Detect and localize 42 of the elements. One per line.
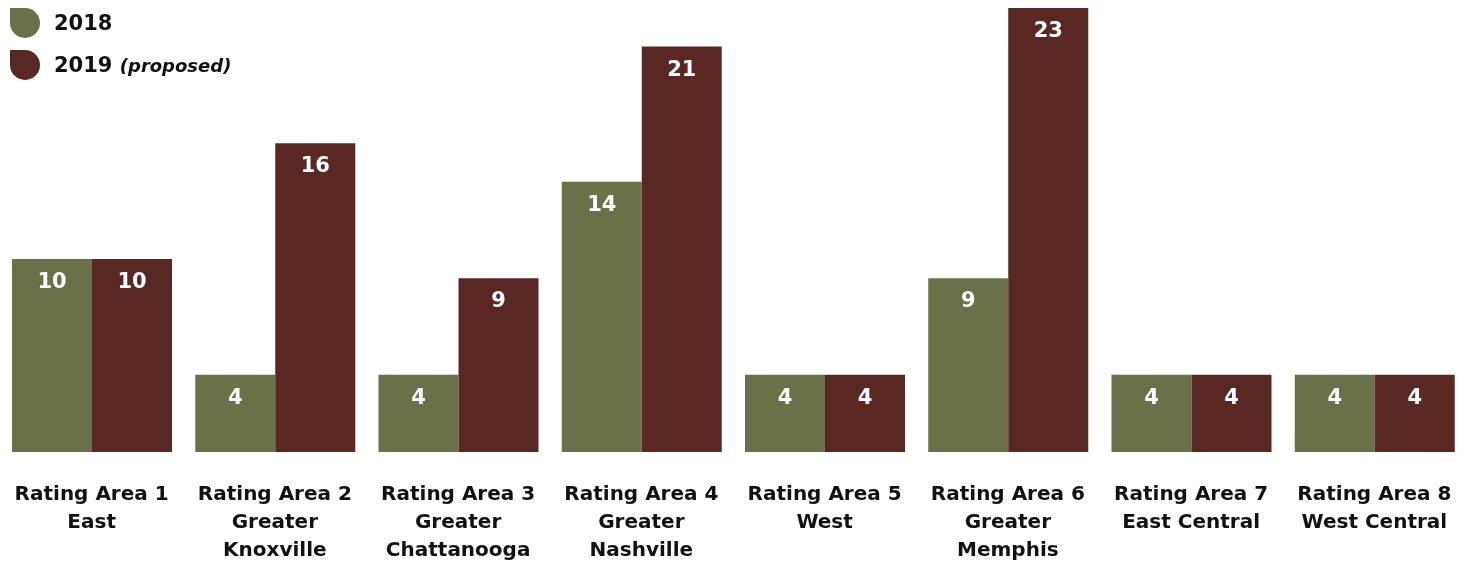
bar: [1191, 374, 1272, 452]
x-tick-label: Rating Area 6 Greater Memphis: [930, 481, 1085, 561]
data-label: 9: [491, 288, 506, 313]
bar: [195, 374, 276, 452]
data-label: 4: [1224, 384, 1239, 409]
bar: [641, 46, 722, 452]
x-tick-label: Rating Area 4 Greater Nashville: [564, 481, 719, 561]
bar: [378, 374, 459, 452]
data-label: 4: [777, 384, 793, 409]
data-label: 16: [300, 153, 330, 178]
x-tick-label: Rating Area 2 Greater Knoxville: [197, 481, 352, 561]
data-label: 4: [857, 384, 873, 409]
data-label: 21: [667, 56, 697, 81]
x-tick-label: Rating Area 5 West: [747, 481, 902, 533]
data-label: 23: [1033, 17, 1063, 42]
bar: [92, 258, 172, 452]
bar: [1111, 374, 1192, 452]
data-label: 9: [960, 288, 976, 313]
bar: [1008, 8, 1089, 452]
bar: [561, 181, 642, 452]
bar: [12, 258, 92, 452]
x-tick-label: Rating Area 8 West Central: [1297, 481, 1452, 533]
data-label: 4: [1327, 384, 1343, 409]
bar: [1374, 374, 1455, 452]
x-tick-label: Rating Area 1 East: [14, 481, 169, 533]
legend-label: 2019 (proposed): [54, 53, 232, 77]
bar: [745, 374, 825, 452]
data-label: 4: [411, 384, 426, 409]
data-label: 10: [117, 268, 147, 293]
legend-label: 2018: [54, 11, 113, 35]
data-label: 10: [37, 268, 67, 293]
data-label: 4: [1144, 384, 1159, 409]
data-label: 4: [227, 384, 243, 409]
x-tick-label: Rating Area 3 Greater Chattanooga: [381, 481, 536, 561]
data-label: 14: [587, 191, 617, 216]
bar: [825, 374, 905, 452]
bar: [1294, 374, 1375, 452]
bar: [928, 278, 1009, 452]
bar: [458, 278, 539, 452]
bar: [275, 143, 356, 452]
x-tick-label: Rating Area 7 East Central: [1114, 481, 1269, 533]
data-label: 4: [1407, 384, 1423, 409]
